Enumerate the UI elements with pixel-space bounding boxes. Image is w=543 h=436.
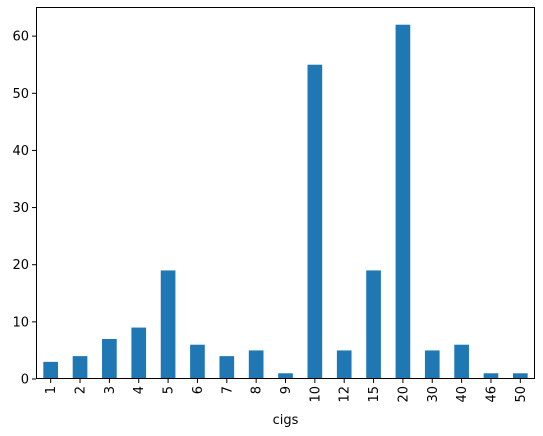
bar-10	[307, 64, 323, 380]
x-axis-label: cigs	[273, 413, 299, 428]
bar-15	[366, 270, 381, 379]
bar-9	[278, 373, 293, 379]
x-tick-label: 3	[103, 386, 118, 394]
x-tick-label: 10	[308, 386, 323, 403]
x-tick-label: 9	[279, 386, 294, 394]
x-tick-label: 5	[162, 386, 177, 394]
x-ticks-group: 1 2 3 4 5 6 7 8 9 10 12 15 20 30 40 46 50	[44, 379, 529, 403]
bar-30	[424, 350, 440, 379]
x-tick-label: 20	[396, 386, 411, 403]
x-tick-label: 50	[514, 386, 529, 403]
y-tick-label: 40	[12, 144, 29, 159]
x-tick-label: 6	[191, 386, 206, 394]
bar-12	[336, 350, 352, 379]
bar-46	[483, 373, 499, 379]
plot-area	[36, 7, 535, 379]
x-tick-label: 7	[220, 386, 235, 394]
axes-frame	[36, 7, 535, 379]
bar-5	[160, 270, 176, 379]
axes-spines	[36, 7, 535, 379]
bar-1	[43, 361, 59, 379]
y-tick-label: 30	[12, 201, 29, 216]
bar-3	[102, 339, 117, 379]
x-tick-label: 12	[338, 386, 353, 403]
x-tick-label: 4	[132, 386, 147, 394]
y-ticks-group: 0 10 20 30 40 50 60	[12, 30, 36, 388]
x-tick-label: 40	[455, 386, 470, 403]
y-tick-label: 20	[12, 258, 29, 273]
y-tick-label: 50	[12, 87, 29, 102]
y-tick-label: 60	[12, 30, 29, 45]
x-tick-label: 46	[484, 386, 499, 403]
x-tick-label: 2	[74, 386, 89, 394]
bar-2	[72, 356, 88, 379]
bar-20	[395, 24, 411, 380]
bars-group	[43, 24, 528, 380]
plot-background	[36, 7, 535, 379]
bar-40	[454, 344, 469, 379]
bar-8	[248, 350, 264, 379]
x-tick-label: 8	[250, 386, 265, 394]
x-tick-label: 30	[426, 386, 441, 403]
bar-6	[190, 344, 205, 379]
y-tick-label: 10	[12, 315, 29, 330]
y-tick-label: 0	[21, 373, 29, 388]
x-tick-label: 15	[367, 386, 382, 403]
x-tick-label: 1	[44, 386, 59, 394]
bar-4	[131, 327, 147, 379]
bar-7	[219, 356, 235, 379]
bar-50	[512, 373, 528, 379]
